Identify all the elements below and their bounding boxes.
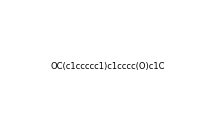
Text: OC(c1ccccc1)c1cccc(O)c1C: OC(c1ccccc1)c1cccc(O)c1C [51, 63, 165, 72]
